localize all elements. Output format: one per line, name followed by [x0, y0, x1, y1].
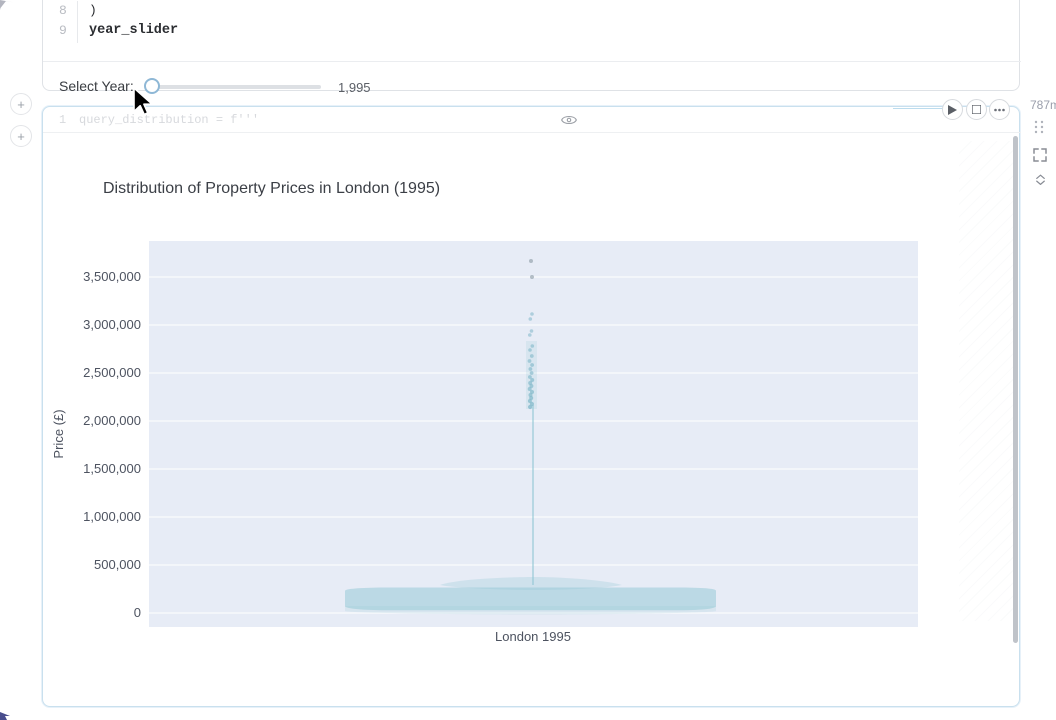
svg-text:3,500,000: 3,500,000 — [83, 269, 141, 284]
svg-text:Price (£): Price (£) — [51, 409, 66, 458]
svg-text:1,000,000: 1,000,000 — [83, 509, 141, 524]
svg-text:500,000: 500,000 — [94, 557, 141, 572]
svg-text:London 1995: London 1995 — [495, 629, 571, 644]
svg-text:3,000,000: 3,000,000 — [83, 317, 141, 332]
svg-text:0: 0 — [134, 605, 141, 620]
svg-text:2,500,000: 2,500,000 — [83, 365, 141, 380]
svg-text:2,000,000: 2,000,000 — [83, 413, 141, 428]
svg-text:1,500,000: 1,500,000 — [83, 461, 141, 476]
